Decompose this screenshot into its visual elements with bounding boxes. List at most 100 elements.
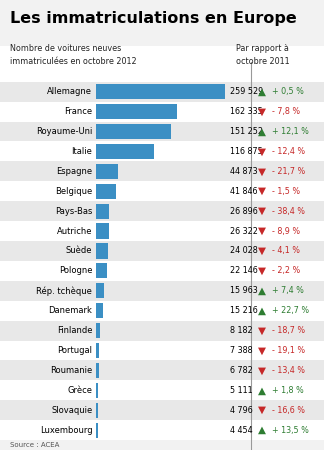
Text: ▲: ▲ bbox=[259, 425, 266, 435]
Text: 26 322: 26 322 bbox=[230, 226, 258, 235]
Text: 15 216: 15 216 bbox=[230, 306, 258, 315]
FancyBboxPatch shape bbox=[96, 303, 103, 318]
FancyBboxPatch shape bbox=[96, 184, 116, 199]
FancyBboxPatch shape bbox=[0, 380, 324, 400]
FancyBboxPatch shape bbox=[96, 283, 104, 298]
FancyBboxPatch shape bbox=[0, 400, 324, 420]
Text: Espagne: Espagne bbox=[56, 167, 92, 176]
Text: Pologne: Pologne bbox=[59, 266, 92, 275]
Text: + 13,5 %: + 13,5 % bbox=[272, 426, 309, 435]
Text: ▲: ▲ bbox=[259, 286, 266, 296]
Text: 4 454: 4 454 bbox=[230, 426, 253, 435]
Text: 22 146: 22 146 bbox=[230, 266, 258, 275]
Text: 44 873: 44 873 bbox=[230, 167, 258, 176]
FancyBboxPatch shape bbox=[0, 82, 324, 102]
FancyBboxPatch shape bbox=[0, 46, 324, 82]
FancyBboxPatch shape bbox=[0, 122, 324, 141]
Text: 116 875: 116 875 bbox=[230, 147, 263, 156]
Text: Rép. tchèque: Rép. tchèque bbox=[37, 286, 92, 296]
Text: 162 335: 162 335 bbox=[230, 107, 263, 116]
FancyBboxPatch shape bbox=[0, 281, 324, 301]
FancyBboxPatch shape bbox=[96, 224, 109, 239]
FancyBboxPatch shape bbox=[96, 104, 177, 119]
Text: + 12,1 %: + 12,1 % bbox=[272, 127, 309, 136]
Text: ▼: ▼ bbox=[259, 206, 266, 216]
FancyBboxPatch shape bbox=[96, 144, 154, 159]
Text: 7 388: 7 388 bbox=[230, 346, 253, 355]
Text: - 21,7 %: - 21,7 % bbox=[272, 167, 306, 176]
Text: ▼: ▼ bbox=[259, 326, 266, 336]
FancyBboxPatch shape bbox=[96, 84, 225, 99]
FancyBboxPatch shape bbox=[96, 243, 108, 258]
Text: - 16,6 %: - 16,6 % bbox=[272, 406, 305, 415]
FancyBboxPatch shape bbox=[0, 420, 324, 440]
FancyBboxPatch shape bbox=[0, 221, 324, 241]
Text: ▼: ▼ bbox=[259, 107, 266, 117]
Text: 4 796: 4 796 bbox=[230, 406, 253, 415]
Text: ▼: ▼ bbox=[259, 365, 266, 375]
Text: Roumanie: Roumanie bbox=[50, 366, 92, 375]
Text: + 1,8 %: + 1,8 % bbox=[272, 386, 304, 395]
Text: Grèce: Grèce bbox=[67, 386, 92, 395]
Text: ▼: ▼ bbox=[259, 226, 266, 236]
FancyBboxPatch shape bbox=[96, 164, 118, 179]
Text: + 22,7 %: + 22,7 % bbox=[272, 306, 309, 315]
Text: - 4,1 %: - 4,1 % bbox=[272, 247, 300, 256]
FancyBboxPatch shape bbox=[96, 423, 98, 438]
Text: Belgique: Belgique bbox=[55, 187, 92, 196]
FancyBboxPatch shape bbox=[96, 343, 99, 358]
Text: ▼: ▼ bbox=[259, 186, 266, 196]
FancyBboxPatch shape bbox=[0, 141, 324, 162]
Text: 26 896: 26 896 bbox=[230, 207, 258, 216]
FancyBboxPatch shape bbox=[96, 263, 107, 279]
FancyBboxPatch shape bbox=[96, 203, 109, 219]
FancyBboxPatch shape bbox=[0, 301, 324, 320]
Text: 151 252: 151 252 bbox=[230, 127, 263, 136]
Text: ▼: ▼ bbox=[259, 346, 266, 356]
FancyBboxPatch shape bbox=[0, 360, 324, 380]
FancyBboxPatch shape bbox=[0, 162, 324, 181]
Text: Par rapport à
octobre 2011: Par rapport à octobre 2011 bbox=[236, 44, 289, 66]
FancyBboxPatch shape bbox=[96, 403, 98, 418]
Text: ▲: ▲ bbox=[259, 306, 266, 315]
Text: Danemark: Danemark bbox=[49, 306, 92, 315]
Text: - 13,4 %: - 13,4 % bbox=[272, 366, 305, 375]
Text: ▼: ▼ bbox=[259, 146, 266, 157]
Text: Portugal: Portugal bbox=[57, 346, 92, 355]
FancyBboxPatch shape bbox=[96, 124, 171, 139]
FancyBboxPatch shape bbox=[0, 102, 324, 122]
Text: 24 028: 24 028 bbox=[230, 247, 258, 256]
Text: ▼: ▼ bbox=[259, 266, 266, 276]
Text: Nombre de voitures neuves
immatriculées en octobre 2012: Nombre de voitures neuves immatriculées … bbox=[10, 44, 136, 66]
Text: ▲: ▲ bbox=[259, 87, 266, 97]
Text: 259 529: 259 529 bbox=[230, 87, 263, 96]
Text: ▲: ▲ bbox=[259, 126, 266, 136]
Text: 6 782: 6 782 bbox=[230, 366, 253, 375]
Text: ▼: ▼ bbox=[259, 405, 266, 415]
Text: - 7,8 %: - 7,8 % bbox=[272, 107, 300, 116]
FancyBboxPatch shape bbox=[0, 320, 324, 341]
FancyBboxPatch shape bbox=[0, 201, 324, 221]
Text: ▼: ▼ bbox=[259, 166, 266, 176]
Text: Suède: Suède bbox=[66, 247, 92, 256]
Text: - 18,7 %: - 18,7 % bbox=[272, 326, 305, 335]
Text: Royaume-Uni: Royaume-Uni bbox=[36, 127, 92, 136]
Text: - 2,2 %: - 2,2 % bbox=[272, 266, 300, 275]
Text: Luxembourg: Luxembourg bbox=[40, 426, 92, 435]
FancyBboxPatch shape bbox=[96, 363, 99, 378]
Text: Source : ACEA: Source : ACEA bbox=[10, 442, 59, 448]
Text: + 0,5 %: + 0,5 % bbox=[272, 87, 304, 96]
Text: - 12,4 %: - 12,4 % bbox=[272, 147, 305, 156]
Text: Les immatriculations en Europe: Les immatriculations en Europe bbox=[10, 10, 296, 26]
Text: Finlande: Finlande bbox=[57, 326, 92, 335]
Text: - 8,9 %: - 8,9 % bbox=[272, 226, 300, 235]
FancyBboxPatch shape bbox=[0, 181, 324, 201]
Text: Italie: Italie bbox=[72, 147, 92, 156]
Text: 5 111: 5 111 bbox=[230, 386, 253, 395]
FancyBboxPatch shape bbox=[0, 341, 324, 360]
Text: 15 963: 15 963 bbox=[230, 286, 258, 295]
Text: 41 846: 41 846 bbox=[230, 187, 258, 196]
Text: - 1,5 %: - 1,5 % bbox=[272, 187, 300, 196]
Text: France: France bbox=[64, 107, 92, 116]
Text: - 19,1 %: - 19,1 % bbox=[272, 346, 305, 355]
